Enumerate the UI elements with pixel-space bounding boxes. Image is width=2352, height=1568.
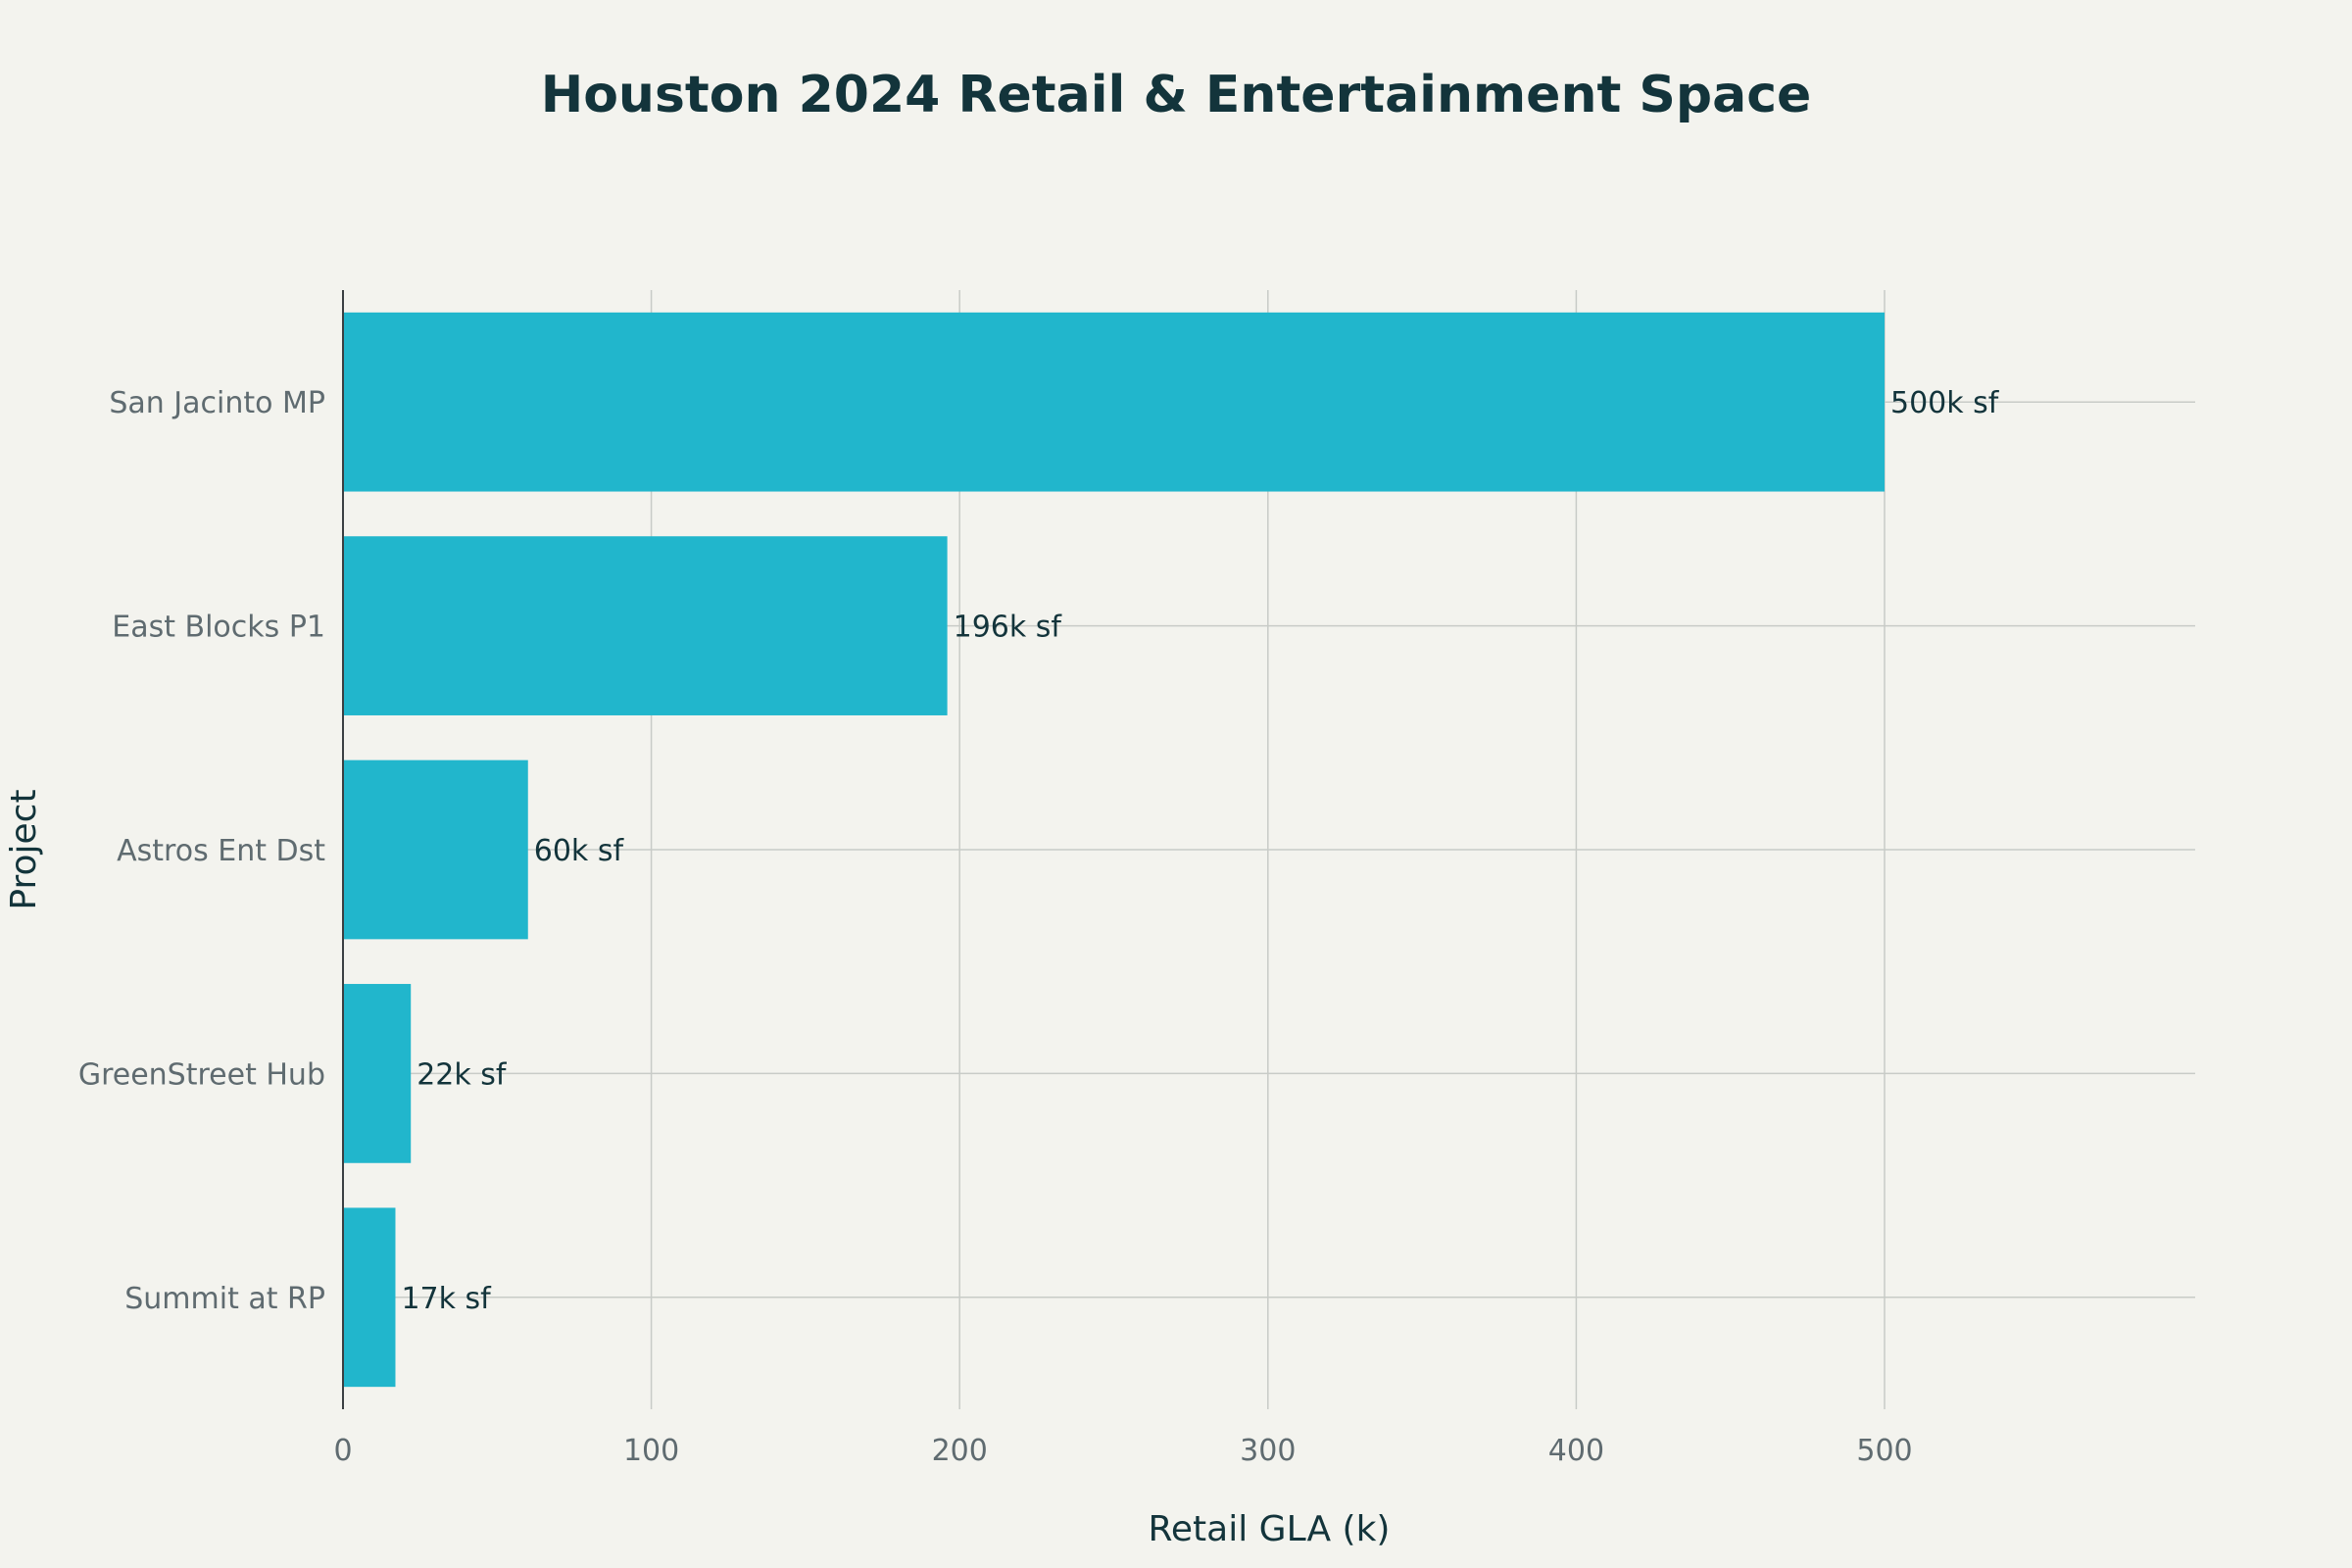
x-tick-label: 100 (623, 1434, 679, 1468)
data-labels: 500k sf 196k sf 60k sf 22k sf 17k sf (401, 386, 1999, 1316)
x-tick-label: 0 (333, 1434, 352, 1468)
y-tick-label: GreenStreet Hub (78, 1057, 325, 1092)
bar (343, 760, 528, 940)
x-tick-label: 200 (932, 1434, 988, 1468)
bar (343, 1207, 396, 1388)
y-tick-label: Summit at RP (124, 1282, 325, 1316)
data-label: 196k sf (954, 611, 1063, 645)
bar (343, 984, 412, 1163)
x-tick-label: 300 (1240, 1434, 1296, 1468)
x-tick-label: 500 (1856, 1434, 1912, 1468)
y-tick-label: Astros Ent Dst (117, 834, 325, 868)
y-tick-labels: San Jacinto MP East Blocks P1 Astros Ent D… (78, 386, 325, 1316)
x-tick-labels: 0 100 200 300 400 500 (333, 1434, 1912, 1468)
data-label: 500k sf (1890, 386, 2000, 420)
data-label: 22k sf (416, 1057, 508, 1092)
x-axis-title: Retail GLA (k) (1149, 1509, 1391, 1549)
chart-title: Houston 2024 Retail & Entertainment Spac… (541, 66, 1812, 124)
y-tick-label: San Jacinto MP (109, 386, 325, 420)
y-axis-title: Project (4, 789, 44, 909)
data-label: 60k sf (534, 834, 625, 868)
data-label: 17k sf (401, 1282, 492, 1316)
x-tick-label: 400 (1548, 1434, 1604, 1468)
bar (343, 312, 1885, 492)
bars (343, 312, 1885, 1388)
bar (343, 536, 948, 715)
y-tick-label: East Blocks P1 (112, 611, 325, 645)
